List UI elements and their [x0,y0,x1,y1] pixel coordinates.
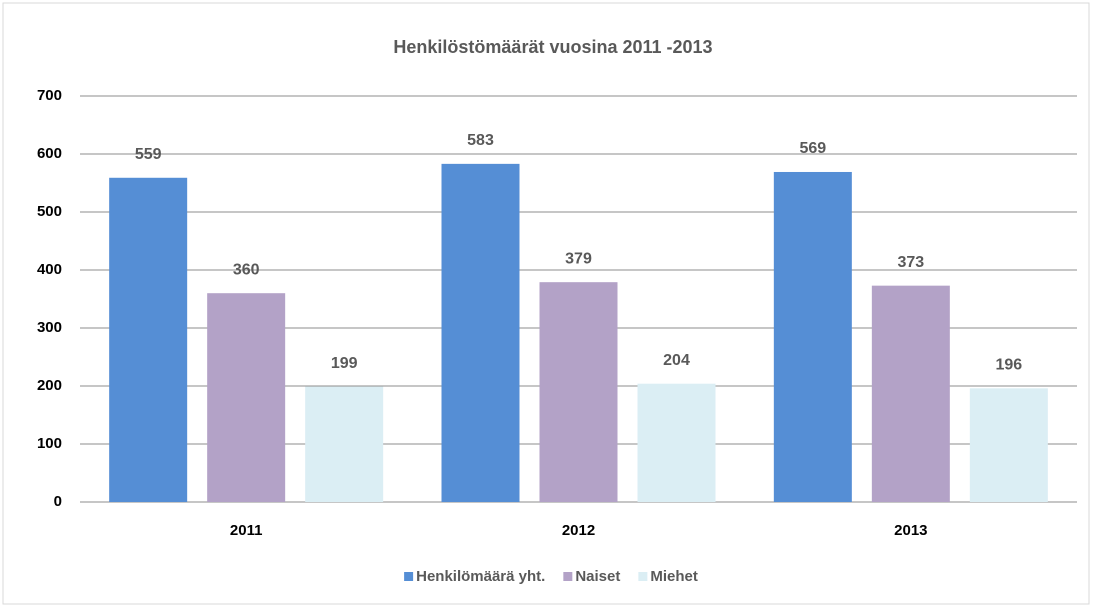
x-tick-label: 2012 [562,522,595,539]
bar [305,386,384,502]
data-label: 583 [467,132,494,149]
x-tick-label: 2011 [230,522,263,539]
data-label: 373 [897,254,924,271]
y-tick-label: 200 [37,377,62,394]
y-tick-label: 0 [54,493,62,510]
bar [969,388,1048,502]
data-label: 569 [799,140,826,157]
legend-swatch [638,572,648,581]
legend-swatch [563,572,573,581]
bar [773,171,852,503]
y-tick-label: 100 [37,435,62,452]
data-label: 204 [663,352,690,369]
bar [871,285,950,502]
bar [637,383,716,502]
legend-label: Miehet [650,568,698,585]
chart-title: Henkilöstömäärät vuosina 2011 -2013 [393,37,712,57]
y-tick-label: 700 [37,87,62,104]
y-tick-label: 300 [37,319,62,336]
data-label: 360 [233,261,260,278]
y-tick-label: 600 [37,145,62,162]
bar [109,177,188,502]
data-label: 559 [135,146,162,163]
data-label: 196 [995,357,1022,374]
data-label: 199 [331,355,358,372]
legend-label: Naiset [575,568,620,585]
data-label: 379 [565,250,592,267]
bar [441,163,520,503]
legend-swatch [404,572,414,581]
y-tick-label: 500 [37,203,62,220]
x-tick-label: 2013 [894,522,927,539]
bar [207,293,286,502]
y-tick-label: 400 [37,261,62,278]
legend-label: Henkilömäärä yht. [416,568,545,585]
bar [539,282,618,502]
